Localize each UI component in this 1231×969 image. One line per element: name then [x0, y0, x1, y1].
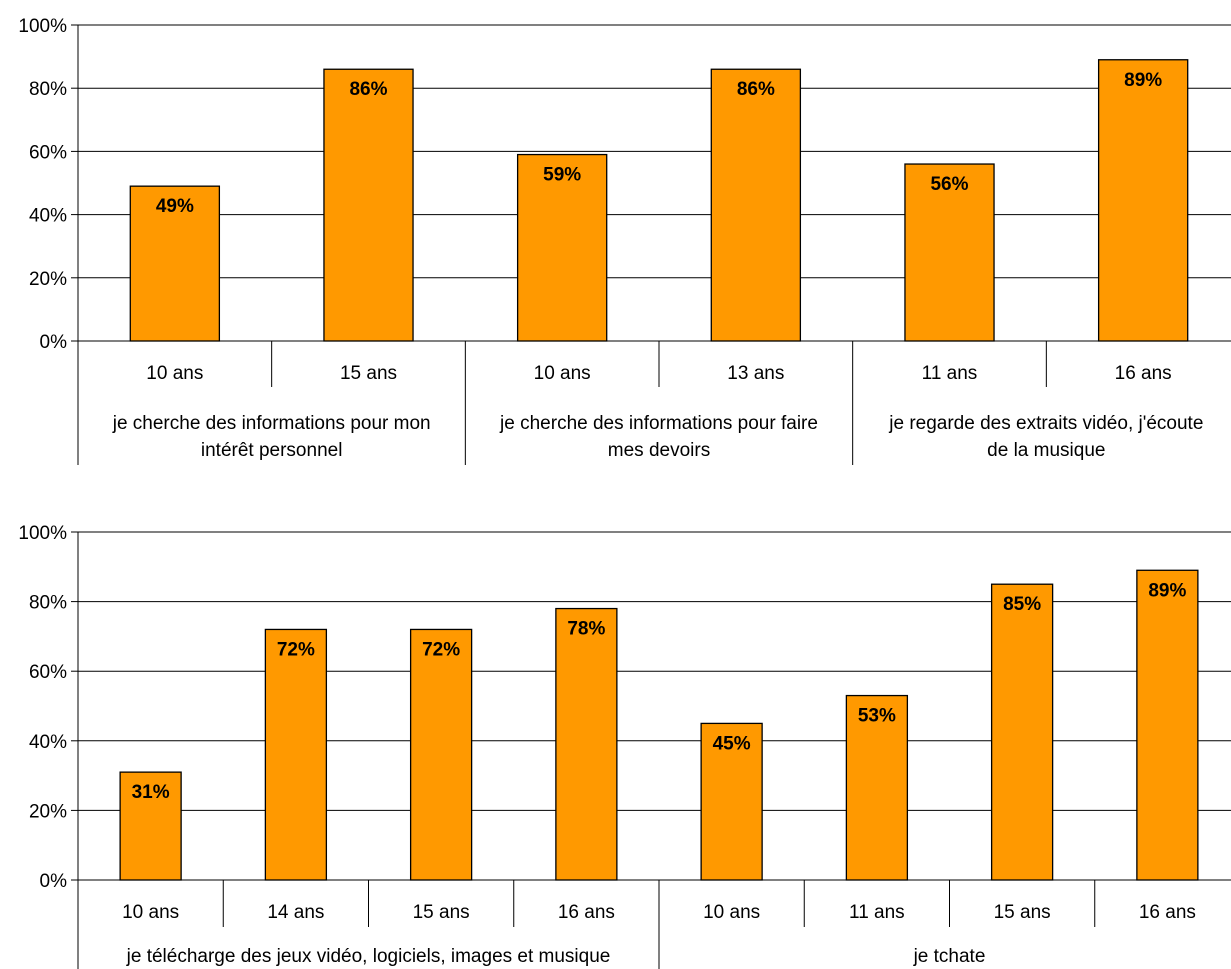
chart2-bar [700, 722, 763, 881]
chart2-y-tick-label: 20% [29, 801, 67, 822]
chart1-category-label: 10 ans [534, 363, 591, 384]
chart2-bar [119, 771, 182, 881]
chart1-group-label: je regarde des extraits vidéo, j'écoute [888, 413, 1203, 434]
chart1-data-label: 86% [737, 79, 775, 100]
chart2-category-label: 11 ans [849, 902, 905, 923]
chart2-group-label: je tchate [913, 946, 986, 967]
chart1-y-tick-label: 20% [29, 269, 67, 290]
chart2-data-label: 72% [422, 639, 460, 660]
chart1-y-tick-label: 60% [29, 142, 67, 163]
chart1-bar [904, 163, 995, 342]
chart1-group-label: mes devoirs [608, 440, 710, 461]
chart1-bar [516, 153, 608, 342]
chart1-bar [323, 68, 414, 342]
chart2-category-label: 14 ans [267, 902, 324, 923]
chart1-category-label: 16 ans [1115, 363, 1172, 384]
chart1-y-tick-label: 100% [18, 16, 67, 37]
chart2-category-label: 15 ans [994, 902, 1051, 923]
chart2-category-label: 10 ans [122, 902, 179, 923]
chart1-category-label: 11 ans [922, 363, 978, 384]
chart1-bar [710, 68, 802, 342]
chart2-y-tick-label: 80% [29, 593, 67, 614]
chart2-bar [264, 628, 328, 881]
chart2-data-label: 45% [713, 733, 751, 754]
chart2-data-label: 53% [858, 706, 896, 727]
chart2-data-label: 31% [132, 782, 170, 803]
chart2-y-tick-label: 0% [40, 871, 68, 892]
chart2-data-label: 78% [567, 619, 605, 640]
chart2-bar [1136, 569, 1199, 881]
chart2-data-label: 72% [277, 639, 315, 660]
chart1-data-label: 89% [1124, 70, 1162, 91]
chart2-category-label: 16 ans [558, 902, 615, 923]
chart2-bar [555, 607, 618, 881]
chart1-category-label: 10 ans [146, 363, 203, 384]
chart1-category-label: 15 ans [340, 363, 397, 384]
chart2-y-tick-label: 100% [18, 523, 67, 544]
chart2-bar [990, 583, 1054, 881]
chart1-data-label: 86% [349, 79, 387, 100]
chart2-category-label: 10 ans [703, 902, 760, 923]
chart1-data-label: 59% [543, 165, 581, 186]
chart2-category-label: 15 ans [413, 902, 470, 923]
chart1-group-label: je cherche des informations pour faire [499, 413, 818, 434]
chart2-data-label: 89% [1148, 580, 1186, 601]
chart2-category-label: 16 ans [1139, 902, 1196, 923]
chart1-group-label: intérêt personnel [201, 440, 343, 461]
chart1-bar [129, 185, 221, 342]
chart1-y-tick-label: 0% [40, 332, 68, 353]
chart1-y-tick-label: 80% [29, 79, 67, 100]
chart1-bar [1097, 59, 1189, 342]
chart1-y-tick-label: 40% [29, 206, 67, 227]
chart1-data-label: 49% [156, 196, 194, 217]
chart1-category-label: 13 ans [727, 363, 784, 384]
chart2-y-tick-label: 40% [29, 732, 67, 753]
chart1-data-label: 56% [930, 174, 968, 195]
chart2-bar [845, 694, 909, 881]
chart1-group-label: je cherche des informations pour mon [112, 413, 431, 434]
chart2-group-label: je télécharge des jeux vidéo, logiciels,… [126, 946, 611, 967]
chart2-data-label: 85% [1003, 594, 1041, 615]
chart2-bar [409, 628, 473, 881]
chart1-group-label: de la musique [987, 440, 1105, 461]
chart2-y-tick-label: 60% [29, 662, 67, 683]
